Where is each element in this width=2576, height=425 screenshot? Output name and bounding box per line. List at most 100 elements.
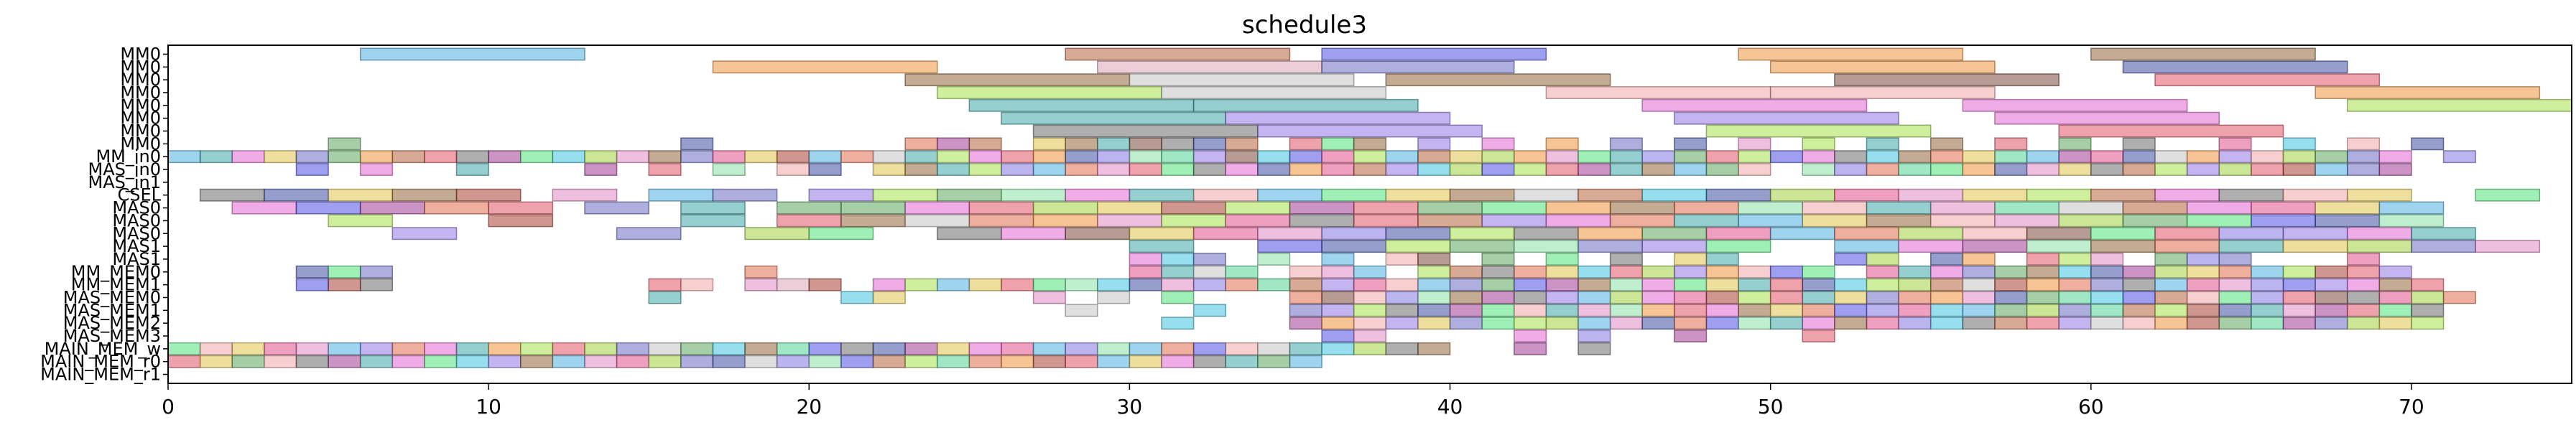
task-bar [1866, 265, 1899, 279]
task-bar [1417, 265, 1451, 279]
task-bar [2315, 163, 2348, 177]
task-bar [1257, 355, 1291, 368]
task-bar [1769, 291, 1804, 304]
task-bar [2218, 304, 2252, 317]
task-bar [1577, 150, 1611, 164]
task-bar [295, 342, 329, 355]
task-bar [1609, 265, 1643, 279]
task-bar [1289, 291, 1322, 304]
task-bar [2058, 304, 2092, 317]
task-bar [1577, 330, 1611, 342]
task-bar [488, 214, 554, 228]
task-bar [1353, 342, 1387, 355]
task-bar [2058, 252, 2092, 266]
task-bar [1577, 163, 1611, 177]
task-bar [1129, 240, 1195, 253]
task-bar [968, 355, 1002, 368]
task-bar [1514, 188, 1579, 202]
task-bar [1738, 214, 1804, 228]
task-bar [744, 265, 778, 279]
task-bar [2090, 47, 2316, 61]
task-bar [1481, 163, 1515, 177]
task-bar [552, 355, 585, 368]
task-bar [1674, 304, 1708, 317]
task-bar [2122, 317, 2156, 330]
task-bar [1641, 98, 1868, 112]
task-bar [2315, 86, 2541, 99]
x-tick-label: 60 [2078, 395, 2104, 419]
task-bar [1705, 150, 1739, 164]
task-bar [680, 214, 746, 228]
task-bar [1834, 304, 1868, 317]
task-bar [2154, 304, 2188, 317]
y-tick-label: MAIN_MEM_w [45, 339, 161, 359]
task-bar [1161, 291, 1195, 304]
task-bar [1866, 278, 1899, 291]
task-bar [1962, 227, 2028, 240]
task-bar [1514, 163, 1547, 177]
task-bar [968, 163, 1002, 177]
y-tick-label: MAS1 [112, 236, 161, 256]
task-bar [1192, 188, 1259, 202]
task-bar [680, 150, 714, 164]
task-bar [2378, 291, 2412, 304]
task-bar [1738, 150, 1771, 164]
task-bar [1257, 227, 1322, 240]
task-bar [2378, 201, 2445, 215]
task-bar [2411, 317, 2445, 330]
task-bar [359, 47, 585, 61]
task-bar [2186, 150, 2220, 164]
task-bar [295, 265, 329, 279]
task-bar [808, 188, 874, 202]
task-bar [1994, 304, 2028, 317]
task-bar [904, 150, 938, 164]
task-bar [2346, 163, 2381, 177]
task-bar [584, 150, 618, 164]
task-bar [1065, 304, 1098, 317]
task-bar [2315, 150, 2348, 164]
task-bar [1674, 201, 1739, 215]
task-bar [1161, 150, 1195, 164]
task-bar [808, 278, 842, 291]
task-bar [1994, 163, 2028, 177]
task-bar [1898, 150, 1932, 164]
task-bar [2315, 278, 2348, 291]
task-bar [1705, 240, 1771, 253]
task-bar [1225, 265, 1259, 279]
task-bar [1192, 342, 1226, 355]
task-bar [1674, 330, 1708, 342]
task-bar [552, 342, 585, 355]
task-bar [1514, 265, 1547, 279]
task-bar [1032, 291, 1066, 304]
task-bar [1674, 317, 1708, 330]
task-bar [680, 342, 714, 355]
task-bar [1449, 278, 1483, 291]
task-bar [1129, 355, 1162, 368]
task-bar [840, 214, 906, 228]
task-bar [1225, 150, 1259, 164]
task-bar [1866, 304, 1899, 317]
task-bar [1385, 252, 1419, 266]
y-tick-label: MM_MEM1 [71, 275, 161, 295]
task-bar [776, 214, 842, 228]
task-bar [776, 355, 810, 368]
task-bar [2346, 137, 2381, 151]
task-bar [2251, 201, 2316, 215]
task-bar [648, 163, 682, 177]
task-bar [1257, 188, 1322, 202]
task-bar [2090, 188, 2156, 202]
task-bar [1738, 47, 1964, 61]
task-bar [2090, 317, 2124, 330]
task-bar [1962, 278, 1996, 291]
task-bar [1866, 214, 1932, 228]
task-bar [680, 278, 714, 291]
task-bar [1641, 265, 1675, 279]
task-bar [1385, 278, 1419, 291]
task-bar [2411, 304, 2445, 317]
task-bar [1641, 163, 1675, 177]
task-bar [1001, 163, 1034, 177]
task-bar [1097, 214, 1162, 228]
task-bar [1289, 317, 1322, 330]
task-bar [2218, 150, 2252, 164]
